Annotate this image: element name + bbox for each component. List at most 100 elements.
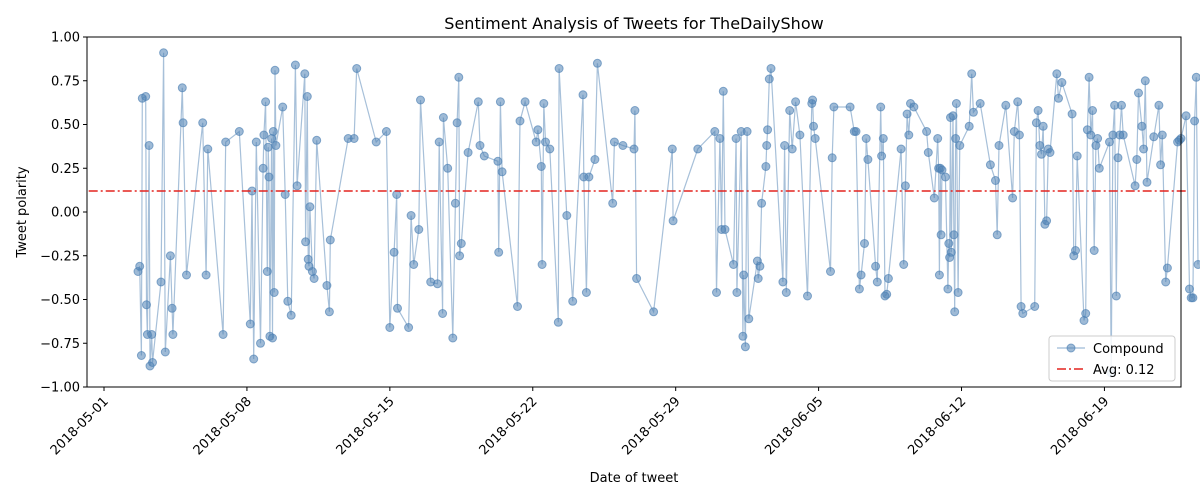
data-point — [1142, 177, 1152, 187]
data-point — [649, 307, 659, 317]
data-point — [1018, 309, 1028, 318]
data-point — [268, 127, 278, 136]
data-point — [590, 155, 600, 164]
data-point — [352, 64, 362, 73]
data-point — [1185, 284, 1194, 294]
data-point — [541, 137, 550, 147]
data-point — [1191, 72, 1200, 82]
data-point — [778, 277, 788, 287]
data-point — [381, 127, 391, 136]
data-point — [494, 247, 504, 257]
data-point — [475, 141, 485, 150]
data-point — [581, 288, 591, 297]
data-point — [936, 230, 946, 240]
y-tick-label: −0.25 — [40, 249, 80, 264]
data-point — [1030, 302, 1040, 311]
data-point — [608, 198, 618, 208]
data-point — [1140, 76, 1150, 86]
data-point — [312, 135, 322, 145]
data-point — [718, 86, 728, 96]
data-point — [443, 163, 453, 173]
y-tick-label: 0.25 — [51, 162, 80, 177]
data-point — [992, 230, 1002, 240]
data-point — [270, 65, 280, 75]
data-point — [389, 247, 399, 257]
data-point — [300, 69, 310, 79]
data-point — [785, 106, 795, 115]
data-point — [951, 134, 961, 143]
data-point — [456, 239, 466, 248]
data-point — [1161, 277, 1171, 287]
data-point — [861, 134, 871, 143]
data-point — [922, 127, 932, 136]
data-point — [829, 102, 839, 112]
data-point — [732, 288, 742, 297]
data-point — [871, 261, 881, 271]
data-point — [245, 319, 255, 329]
data-point — [1137, 121, 1147, 131]
data-point — [438, 309, 448, 318]
data-point — [1118, 130, 1128, 140]
data-point — [951, 99, 961, 108]
data-point — [923, 148, 933, 157]
data-point — [854, 284, 864, 294]
data-point — [883, 274, 893, 283]
data-point — [513, 302, 522, 311]
data-point — [1052, 69, 1062, 79]
data-point — [710, 127, 720, 136]
data-point — [964, 121, 974, 131]
data-point — [991, 176, 1000, 185]
data-point — [520, 97, 530, 107]
data-point — [900, 181, 910, 191]
data-point — [497, 167, 507, 177]
plot-area — [88, 48, 1200, 378]
data-point — [968, 107, 978, 117]
data-point — [946, 247, 956, 257]
data-point — [950, 307, 960, 317]
data-point — [1088, 106, 1097, 115]
data-point — [325, 235, 335, 245]
data-point — [533, 125, 543, 135]
data-point — [463, 148, 473, 157]
data-point — [258, 163, 268, 173]
data-point — [826, 267, 835, 276]
data-point — [455, 251, 465, 261]
data-point — [629, 144, 639, 154]
data-point — [791, 97, 801, 107]
data-point — [994, 141, 1004, 150]
data-point — [409, 260, 419, 269]
data-point — [731, 134, 741, 143]
data-point — [262, 267, 272, 276]
data-point — [414, 225, 424, 234]
data-point — [943, 284, 953, 294]
data-point — [562, 211, 572, 220]
data-point — [904, 130, 914, 140]
data-point — [693, 144, 703, 154]
data-point — [537, 260, 547, 269]
data-point — [863, 155, 873, 164]
data-point — [539, 99, 549, 108]
data-point — [385, 323, 395, 332]
data-point — [744, 314, 754, 324]
data-point — [851, 127, 861, 136]
data-point — [1035, 141, 1045, 150]
data-point — [1033, 106, 1043, 115]
data-point — [218, 330, 228, 339]
data-point — [1193, 260, 1200, 269]
data-point — [742, 127, 752, 136]
data-point — [1081, 309, 1091, 318]
data-point — [473, 97, 483, 107]
data-point — [929, 193, 939, 203]
data-point — [495, 97, 505, 107]
legend: Compound Avg: 0.12 — [1048, 335, 1176, 382]
data-point — [764, 74, 774, 84]
data-point — [876, 102, 886, 112]
y-tick-label: −0.50 — [40, 293, 80, 308]
data-point — [249, 354, 259, 364]
data-point — [668, 216, 678, 226]
data-point — [827, 153, 837, 163]
data-point — [568, 296, 578, 306]
data-point — [985, 160, 995, 170]
data-point — [1071, 246, 1080, 255]
